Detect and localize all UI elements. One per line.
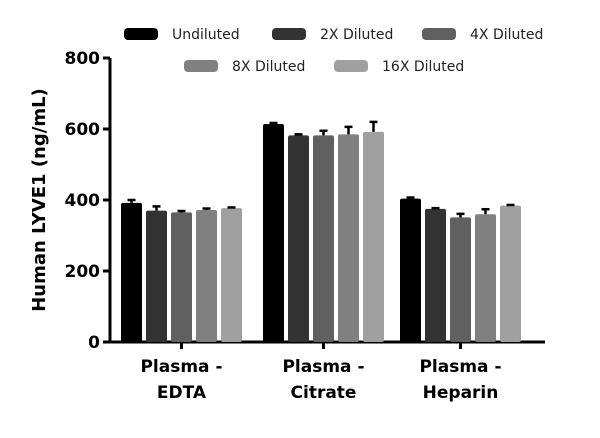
bar-1-1: [288, 135, 309, 342]
x-tick-label: Plasma -: [140, 357, 222, 377]
y-axis-label: Human LYVE1 (ng/mL): [29, 88, 50, 312]
bar-2-1: [313, 135, 334, 342]
bar-0-0: [121, 202, 142, 342]
bar-3-1: [338, 134, 359, 342]
x-tick-label: Citrate: [291, 383, 357, 403]
y-tick-label: 800: [65, 49, 101, 69]
bar-4-2: [500, 205, 521, 342]
legend-label: 8X Diluted: [232, 59, 305, 75]
legend-label: 2X Diluted: [320, 27, 393, 43]
x-tick-label: Heparin: [423, 383, 499, 403]
legend-label: Undiluted: [172, 27, 240, 43]
legend-swatch: [184, 60, 218, 72]
legend-label: 4X Diluted: [470, 27, 543, 43]
bar-4-0: [221, 208, 242, 342]
bar-0-2: [400, 198, 421, 342]
legend-swatch: [422, 28, 456, 40]
legend-label: 16X Diluted: [382, 59, 464, 75]
bar-4-1: [363, 131, 384, 342]
legend-swatch: [334, 60, 368, 72]
y-tick-label: 400: [65, 191, 101, 211]
bar-2-0: [171, 212, 192, 342]
bar-0-1: [263, 124, 284, 342]
x-tick-label: EDTA: [157, 383, 207, 403]
y-tick-label: 0: [88, 333, 100, 353]
legend-swatch: [124, 28, 158, 40]
bar-3-2: [475, 214, 496, 342]
bar-1-0: [146, 210, 167, 342]
y-tick-label: 600: [65, 120, 101, 140]
bar-3-0: [196, 209, 217, 342]
x-tick-label: Plasma -: [282, 357, 364, 377]
x-tick-label: Plasma -: [419, 357, 501, 377]
legend-swatch: [272, 28, 306, 40]
bar-2-2: [450, 217, 471, 342]
y-tick-label: 200: [65, 262, 101, 282]
bar-1-2: [425, 208, 446, 342]
